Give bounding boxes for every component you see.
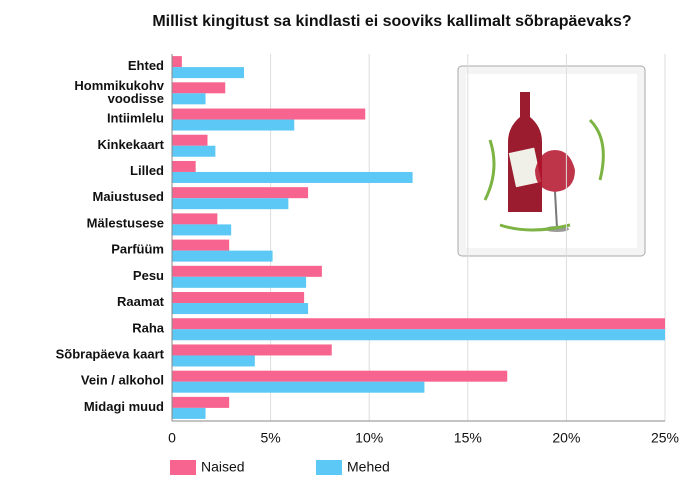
legend-swatch xyxy=(316,460,342,475)
x-tick-label: 20% xyxy=(552,430,580,446)
bar xyxy=(172,93,206,105)
y-tick-label: Kinkekaart xyxy=(98,137,165,152)
bar xyxy=(172,171,413,183)
y-tick-label: Hommikukohv voodisse xyxy=(74,78,164,106)
bar xyxy=(172,250,273,262)
x-tick-label: 25% xyxy=(651,430,679,446)
y-tick-label: Pesu xyxy=(133,268,164,283)
y-tick-label: Midagi muud xyxy=(84,399,164,414)
bar xyxy=(172,187,309,199)
legend-label: Mehed xyxy=(347,459,390,475)
bar xyxy=(172,396,230,408)
y-tick-label: Mälestusese xyxy=(87,216,164,231)
y-tick-label: Ehted xyxy=(128,59,164,74)
y-tick-label: Maiustused xyxy=(92,190,164,205)
bar xyxy=(172,292,305,304)
bar xyxy=(172,160,196,172)
bar xyxy=(172,56,182,68)
bar xyxy=(172,265,322,277)
x-tick-label: 0 xyxy=(168,430,176,446)
bar xyxy=(172,82,226,94)
bar xyxy=(172,276,307,288)
bar xyxy=(172,67,244,79)
y-tick-label: Intiimlelu xyxy=(107,111,164,126)
bar xyxy=(172,108,366,120)
x-tick-label: 15% xyxy=(454,430,482,446)
bar xyxy=(172,145,216,157)
bar xyxy=(172,370,508,382)
y-tick-label: Lilled xyxy=(130,163,164,178)
y-tick-label: Raamat xyxy=(117,294,165,309)
bar xyxy=(172,318,665,330)
chart-title: Millist kingitust sa kindlasti ei soovik… xyxy=(152,13,631,30)
y-tick-label: Raha xyxy=(132,321,165,336)
illustration xyxy=(457,65,646,257)
bar xyxy=(172,407,206,419)
bar xyxy=(172,239,230,251)
bar xyxy=(172,224,232,236)
legend-label: Naised xyxy=(201,459,245,475)
bar xyxy=(172,381,425,393)
bar xyxy=(172,198,289,210)
bar xyxy=(172,303,309,315)
bar xyxy=(172,119,295,131)
x-tick-label: 10% xyxy=(355,430,383,446)
y-tick-label: Vein / alkohol xyxy=(81,373,164,388)
legend-swatch xyxy=(170,460,196,475)
bar xyxy=(172,213,218,225)
x-tick-label: 5% xyxy=(260,430,280,446)
bar xyxy=(172,329,665,341)
y-tick-label: Parfüüm xyxy=(111,242,164,257)
bar xyxy=(172,134,208,146)
bar xyxy=(172,355,255,367)
bar xyxy=(172,344,332,356)
y-tick-label: Sõbrapäeva kaart xyxy=(56,347,165,362)
